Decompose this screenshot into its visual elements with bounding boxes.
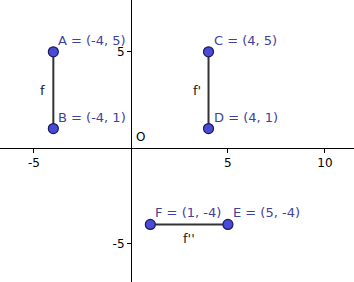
svg-text:f'': f'' bbox=[183, 231, 195, 246]
svg-text:5: 5 bbox=[224, 156, 232, 170]
svg-text:5: 5 bbox=[117, 45, 125, 59]
svg-text:C = (4, 5): C = (4, 5) bbox=[214, 33, 277, 48]
svg-text:B = (-4, 1): B = (-4, 1) bbox=[58, 110, 126, 125]
svg-text:f: f bbox=[40, 83, 45, 98]
svg-text:-5: -5 bbox=[113, 237, 125, 251]
svg-text:O: O bbox=[136, 130, 145, 144]
svg-text:f': f' bbox=[193, 83, 201, 98]
svg-text:E = (5, -4): E = (5, -4) bbox=[233, 205, 300, 220]
svg-text:10: 10 bbox=[317, 156, 332, 170]
svg-text:A = (-4, 5): A = (-4, 5) bbox=[58, 33, 126, 48]
svg-text:D = (4, 1): D = (4, 1) bbox=[214, 110, 278, 125]
svg-text:F = (1, -4): F = (1, -4) bbox=[155, 205, 221, 220]
svg-text:-5: -5 bbox=[28, 156, 40, 170]
